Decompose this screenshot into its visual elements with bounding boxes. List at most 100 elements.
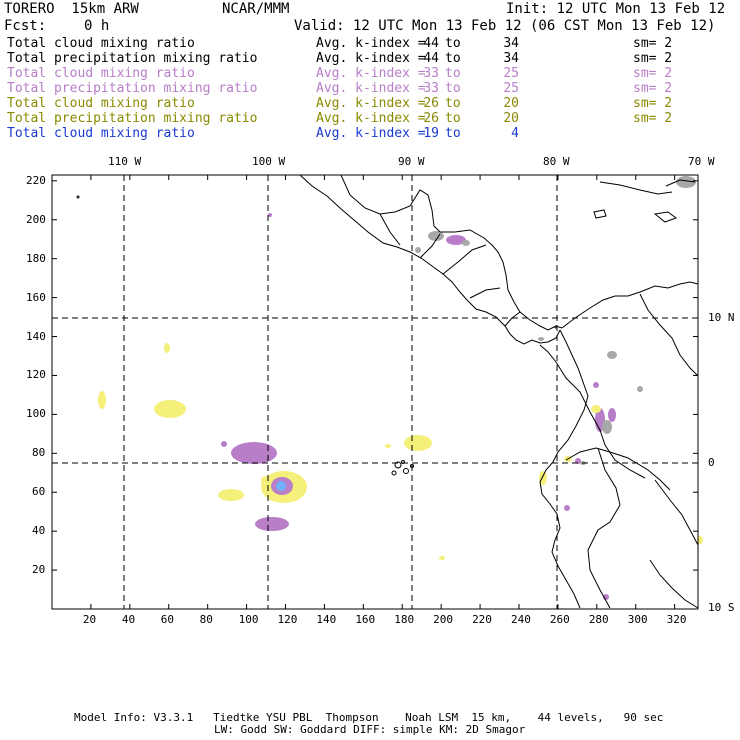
model-title: TORERO 15km ARW bbox=[4, 1, 139, 17]
legend-avg-label: Avg. k-index = bbox=[316, 66, 426, 81]
yellow-region bbox=[218, 489, 244, 501]
purple-region bbox=[268, 213, 272, 217]
legend-smoothing: sm= 2 bbox=[633, 111, 673, 126]
country-border bbox=[419, 233, 441, 259]
yellow-region bbox=[404, 435, 432, 451]
island-coast bbox=[599, 181, 673, 195]
lon-label-110w: 110 W bbox=[108, 155, 142, 168]
legend-field-name: Total precipitation mixing ratio bbox=[7, 51, 258, 66]
y-grid-label: 60 bbox=[32, 485, 46, 499]
legend-range-end: 20 bbox=[503, 96, 519, 111]
lat-label-equator: 0 bbox=[708, 456, 715, 469]
country-border bbox=[379, 213, 401, 246]
legend-to-label: to bbox=[445, 66, 461, 81]
legend-avg-label: Avg. k-index = bbox=[316, 81, 426, 96]
country-border bbox=[539, 344, 646, 479]
x-grid-label: 320 bbox=[666, 613, 687, 626]
country-border bbox=[469, 287, 501, 299]
purple-region bbox=[593, 382, 599, 388]
lon-label-100w: 100 W bbox=[252, 155, 286, 168]
x-grid-label: 80 bbox=[199, 613, 213, 626]
south-america-pacific-coast bbox=[539, 329, 589, 609]
legend-to-label: to bbox=[445, 81, 461, 96]
legend-range-end: 25 bbox=[503, 81, 519, 96]
x-grid-label: 60 bbox=[160, 613, 174, 626]
gray-region bbox=[602, 420, 612, 434]
fcst-label: Fcst: bbox=[4, 18, 47, 34]
island-speck bbox=[76, 195, 80, 199]
gray-region bbox=[637, 386, 643, 392]
lat-label-10s: 10 S bbox=[708, 601, 735, 614]
x-grid-label: 120 bbox=[277, 613, 298, 626]
latlon-grid bbox=[52, 175, 698, 609]
yellow-region bbox=[439, 556, 445, 560]
x-grid-label: 100 bbox=[238, 613, 259, 626]
yellow-region bbox=[539, 471, 547, 485]
country-border bbox=[442, 244, 487, 275]
central-america-coast bbox=[299, 174, 561, 345]
country-border bbox=[654, 479, 699, 546]
galapagos-island bbox=[391, 470, 397, 476]
x-grid-label: 260 bbox=[549, 613, 570, 626]
legend-avg-label: Avg. k-index = bbox=[316, 36, 426, 51]
x-grid-label: 20 bbox=[82, 613, 97, 626]
yellow-region bbox=[591, 405, 601, 413]
legend-smoothing: sm= 2 bbox=[633, 66, 673, 81]
model-physics: LW: Godd SW: Goddard DIFF: simple KM: 2D… bbox=[214, 723, 526, 736]
purple-region bbox=[608, 408, 616, 422]
x-grid-label: 240 bbox=[510, 613, 531, 626]
legend-range-start: 19 bbox=[423, 126, 439, 141]
x-grid-label: 280 bbox=[588, 613, 609, 626]
legend-avg-label: Avg. k-index = bbox=[316, 111, 426, 126]
purple-region bbox=[255, 517, 289, 531]
gray-region bbox=[462, 240, 470, 246]
legend-range-start: 26 bbox=[423, 96, 439, 111]
yellow-region bbox=[98, 391, 106, 409]
y-grid-label: 40 bbox=[32, 524, 46, 538]
y-grid-label: 140 bbox=[26, 329, 46, 343]
legend-range-start: 44 bbox=[423, 36, 439, 51]
caribbean-coast bbox=[440, 229, 563, 331]
legend-to-label: to bbox=[445, 126, 461, 141]
field-shading bbox=[98, 176, 703, 600]
country-border bbox=[639, 293, 699, 377]
legend-range-start: 33 bbox=[423, 81, 439, 96]
legend-to-label: to bbox=[445, 96, 461, 111]
valid-time: Valid: 12 UTC Mon 13 Feb 12 (06 CST Mon … bbox=[294, 18, 716, 34]
island-coast bbox=[665, 179, 696, 187]
purple-region bbox=[231, 442, 277, 464]
gray-region bbox=[607, 351, 617, 359]
legend-range-end: 34 bbox=[503, 51, 519, 66]
island-coast bbox=[593, 209, 607, 219]
blue-core bbox=[276, 481, 286, 491]
country-border bbox=[587, 447, 621, 609]
legend-smoothing: sm= 2 bbox=[633, 96, 673, 111]
center-label: NCAR/MMM bbox=[222, 1, 290, 17]
lon-label-80w: 80 W bbox=[543, 155, 570, 168]
island-coast bbox=[653, 211, 678, 223]
yellow-region bbox=[385, 444, 391, 448]
gray-region bbox=[676, 176, 696, 188]
legend-to-label: to bbox=[445, 111, 461, 126]
legend-field-name: Total cloud mixing ratio bbox=[7, 66, 195, 81]
legend-range-start: 33 bbox=[423, 66, 439, 81]
yellow-region bbox=[261, 476, 269, 486]
south-america-north-coast bbox=[561, 281, 699, 329]
legend-field-name: Total precipitation mixing ratio bbox=[7, 111, 258, 126]
yellow-region bbox=[164, 343, 170, 353]
gray-region bbox=[428, 231, 444, 241]
y-grid-label: 20 bbox=[32, 563, 46, 577]
coastlines bbox=[76, 174, 699, 609]
legend-range-start: 44 bbox=[423, 51, 439, 66]
country-border bbox=[565, 447, 671, 491]
purple-region bbox=[221, 441, 227, 447]
x-grid-label: 220 bbox=[472, 613, 492, 626]
map-frame bbox=[51, 174, 699, 610]
legend-smoothing: sm= 2 bbox=[633, 81, 673, 96]
legend-to-label: to bbox=[445, 51, 461, 66]
yucatan-coast bbox=[340, 174, 441, 233]
y-grid-label: 80 bbox=[32, 446, 46, 460]
lat-label-10n: 10 N bbox=[708, 311, 735, 324]
fcst-value: 0 h bbox=[84, 18, 110, 34]
